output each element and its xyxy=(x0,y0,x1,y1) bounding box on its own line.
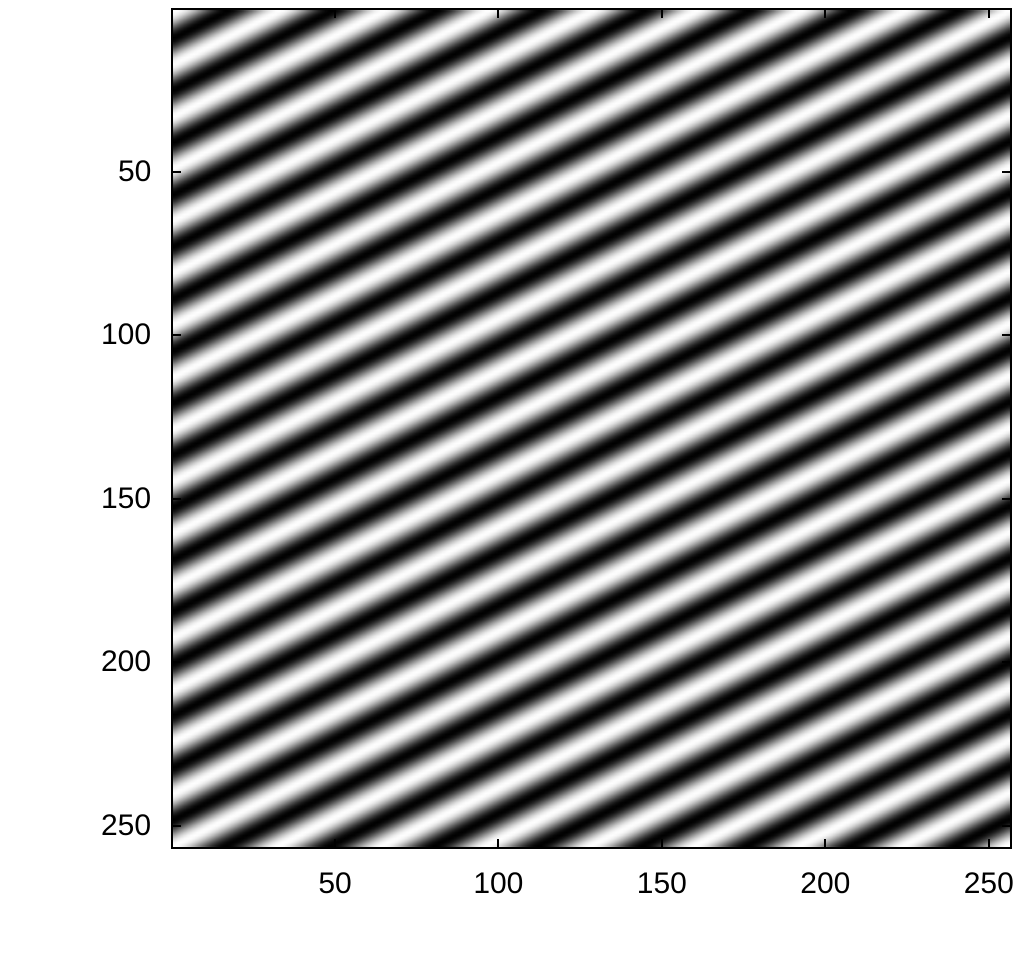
x-tick-label: 50 xyxy=(318,867,351,901)
plot-area xyxy=(171,8,1012,849)
y-tick-label: 150 xyxy=(101,482,151,516)
y-tick-label: 200 xyxy=(101,645,151,679)
x-tick-label: 250 xyxy=(964,867,1014,901)
figure: 50 100 150 200 250 50 100 150 200 250 xyxy=(0,0,1024,964)
y-tick-label: 100 xyxy=(101,318,151,352)
y-tick-label: 50 xyxy=(118,155,151,189)
x-tick-label: 150 xyxy=(637,867,687,901)
x-tick-label: 200 xyxy=(800,867,850,901)
grating-image xyxy=(173,10,1010,847)
x-tick-label: 100 xyxy=(473,867,523,901)
y-tick-label: 250 xyxy=(101,809,151,843)
